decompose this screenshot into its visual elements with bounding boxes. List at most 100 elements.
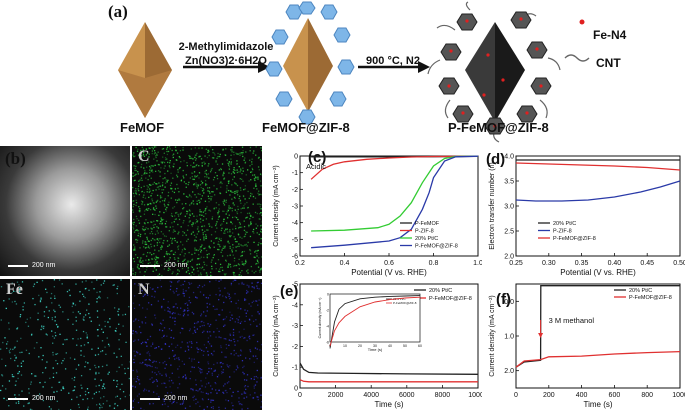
map-dot [253,256,255,258]
map-dot [253,272,255,274]
map-dot [183,181,186,183]
map-dot [82,293,84,295]
map-dot [200,313,203,315]
map-dot [172,207,174,209]
map-dot [221,163,224,165]
map-dot [165,158,167,161]
map-dot [253,232,255,234]
map-dot [242,170,244,172]
map-dot [124,372,126,375]
map-dot [224,287,226,289]
map-dot [240,226,243,228]
map-dot [224,324,226,326]
map-dot [172,253,175,256]
map-dot [148,161,150,163]
map-dot [164,343,167,345]
map-dot [144,359,146,361]
map-dot [118,323,120,325]
map-dot [191,172,194,174]
map-dot [51,302,53,304]
map-dot [190,148,192,150]
map-dot [116,356,118,358]
map-dot [153,253,155,255]
map-dot [237,390,239,393]
map-dot [140,261,142,263]
map-dot [155,255,157,258]
map-dot [205,235,207,238]
map-dot [227,266,229,269]
map-dot [231,318,234,320]
map-dot [249,192,252,195]
map-dot [132,200,134,202]
map-dot [233,196,236,199]
map-dot [149,262,151,264]
map-dot [153,146,156,148]
map-dot [84,296,86,299]
map-dot [155,156,157,159]
map-dot [156,244,158,246]
inset-x-tick-label: 50 [403,344,407,348]
map-dot [172,231,174,233]
map-dot [153,239,155,241]
map-dot [232,334,235,336]
map-dot [1,375,4,377]
map-dot [207,398,210,401]
map-dot [139,179,141,181]
map-dot [154,261,156,263]
map-dot [219,263,222,266]
map-dot [227,292,229,294]
map-dot [170,329,173,332]
map-dot [174,230,176,233]
map-dot [134,272,137,274]
map-dot [162,242,164,244]
map-dot [133,152,135,154]
map-dot [6,341,9,343]
map-dot [117,285,119,288]
map-dot [189,214,191,217]
map-dot [205,249,208,252]
map-dot [147,262,149,265]
x-tick-label: 2000 [328,392,344,399]
map-dot [172,382,174,384]
map-dot [229,229,231,231]
map-dot [243,236,245,238]
map-dot [242,371,244,374]
series-line-20-pt-c [311,155,479,232]
map-dot [217,374,220,376]
map-dot [144,286,147,288]
map-dot [133,358,135,361]
inset-y-tick-label: -2 [326,309,329,313]
map-dot [236,318,238,320]
map-dot [241,146,244,148]
map-dot [201,190,204,192]
map-dot [157,232,159,234]
map-dot [201,244,203,246]
map-dot [193,395,195,397]
map-dot [167,179,169,181]
map-dot [245,217,247,219]
map-dot [166,153,169,156]
map-dot [104,325,106,328]
map-dot [221,255,224,257]
map-dot [164,198,166,200]
map-dot [148,259,150,261]
map-dot [191,175,193,178]
map-dot [211,226,213,228]
y-axis-label: Current density (mA cm⁻²) [489,295,496,377]
map-dot [222,371,224,374]
map-dot [238,258,240,261]
map-dot [220,251,222,253]
map-dot [107,343,110,346]
map-dot [194,222,197,224]
map-dot [194,176,196,178]
map-dot [226,382,229,384]
map-dot [142,262,144,265]
map-dot [204,208,207,210]
map-dot [221,309,223,311]
map-dot [220,279,222,281]
map-dot [39,300,42,303]
map-dot [52,342,54,344]
map-dot [143,229,145,232]
map-dot [225,213,227,215]
map-dot [223,204,226,206]
